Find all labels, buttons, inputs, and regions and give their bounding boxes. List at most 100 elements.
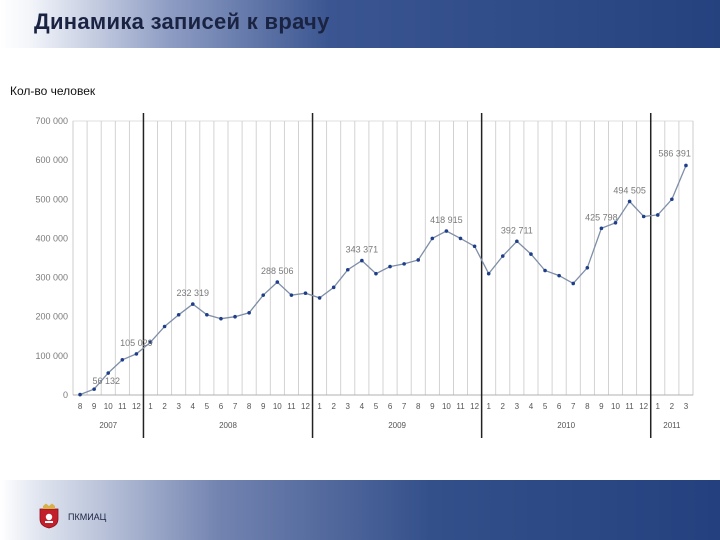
y-tick-label: 500 000 <box>35 194 68 204</box>
x-tick-label: 10 <box>442 402 451 411</box>
x-tick-label: 12 <box>470 402 479 411</box>
data-label: 494 505 <box>613 185 646 195</box>
header-banner: Динамика записей к врачу <box>0 0 720 48</box>
data-point <box>670 197 674 202</box>
data-point <box>388 264 392 269</box>
data-point <box>317 296 322 300</box>
data-label: 288 506 <box>261 266 294 276</box>
x-tick-label: 7 <box>233 402 238 411</box>
x-tick-label: 10 <box>273 402 282 411</box>
x-tick-label: 2 <box>331 402 336 411</box>
x-tick-label: 8 <box>247 402 252 411</box>
x-tick-label: 9 <box>599 402 604 411</box>
data-point <box>78 392 82 397</box>
x-tick-label: 8 <box>585 402 590 411</box>
footer-banner <box>0 480 720 540</box>
data-point <box>247 311 251 315</box>
x-tick-label: 3 <box>346 402 351 411</box>
data-point <box>374 271 378 276</box>
x-tick-label: 8 <box>78 402 83 411</box>
data-point <box>275 280 280 284</box>
x-tick-label: 10 <box>611 402 620 411</box>
data-point <box>585 265 590 270</box>
data-point <box>289 293 294 297</box>
data-point <box>472 244 477 249</box>
x-tick-label: 1 <box>656 402 661 411</box>
data-label: 392 711 <box>501 225 533 235</box>
data-point <box>162 324 167 329</box>
y-tick-label: 600 000 <box>35 155 68 165</box>
x-tick-label: 12 <box>132 402 141 411</box>
data-point <box>684 163 688 168</box>
x-tick-label: 11 <box>287 402 296 411</box>
x-tick-label: 5 <box>374 402 379 411</box>
x-tick-label: 3 <box>176 402 181 411</box>
x-tick-label: 6 <box>219 402 224 411</box>
data-point <box>486 271 491 276</box>
y-axis-label: Кол-во человек <box>10 84 96 98</box>
data-point <box>303 291 308 296</box>
data-point <box>360 258 364 263</box>
year-label: 2010 <box>557 421 575 430</box>
data-point <box>430 236 435 241</box>
data-point <box>148 340 153 344</box>
y-tick-label: 200 000 <box>35 312 68 322</box>
x-tick-label: 2 <box>501 402 506 411</box>
x-tick-label: 5 <box>543 402 548 411</box>
x-tick-label: 7 <box>402 402 407 411</box>
data-point <box>641 214 646 219</box>
data-point <box>515 239 519 244</box>
data-point <box>543 268 547 273</box>
x-tick-label: 11 <box>118 402 127 411</box>
data-point <box>261 293 266 297</box>
year-label: 2007 <box>99 421 117 430</box>
x-tick-label: 1 <box>148 402 153 411</box>
y-tick-label: 700 000 <box>35 116 68 126</box>
data-point <box>345 267 350 272</box>
x-tick-label: 9 <box>92 402 97 411</box>
year-label: 2011 <box>663 421 681 430</box>
x-tick-label: 1 <box>486 402 491 411</box>
data-point <box>599 226 604 231</box>
x-tick-label: 3 <box>515 402 520 411</box>
data-point <box>557 273 561 278</box>
x-tick-label: 1 <box>317 402 322 411</box>
x-tick-label: 10 <box>104 402 113 411</box>
year-label: 2008 <box>219 421 237 430</box>
y-tick-label: 400 000 <box>35 233 68 243</box>
data-point <box>529 252 533 256</box>
y-tick-label: 100 000 <box>35 351 68 361</box>
x-tick-label: 3 <box>684 402 689 411</box>
data-label: 232 319 <box>176 288 209 298</box>
x-tick-label: 11 <box>625 402 634 411</box>
data-point <box>176 312 181 317</box>
data-label: 56 132 <box>92 376 120 386</box>
year-label: 2009 <box>388 421 406 430</box>
data-label: 586 391 <box>658 148 691 158</box>
data-point <box>402 262 406 266</box>
data-point <box>190 302 195 306</box>
x-tick-label: 6 <box>557 402 562 411</box>
x-tick-label: 4 <box>360 402 365 411</box>
page-title: Динамика записей к врачу <box>34 9 330 34</box>
line-chart: 0 100 000 200 000 300 000 400 000 500 000 600 … <box>35 113 694 438</box>
data-label: 418 915 <box>430 215 463 225</box>
x-tick-label: 8 <box>416 402 421 411</box>
x-tick-label: 4 <box>191 402 196 411</box>
x-tick-label: 11 <box>456 402 465 411</box>
data-point <box>416 258 421 262</box>
data-point <box>205 312 209 317</box>
data-point <box>331 285 336 290</box>
x-tick-label: 7 <box>571 402 576 411</box>
data-point <box>106 371 111 375</box>
series-line <box>79 165 687 396</box>
y-tick-label: 0 <box>63 390 68 400</box>
data-point <box>655 213 660 217</box>
x-tick-label: 4 <box>529 402 534 411</box>
data-point <box>571 281 576 286</box>
data-label: 105 029 <box>120 338 153 348</box>
organization-name: ПКМИАЦ <box>68 512 107 522</box>
x-tick-label: 9 <box>430 402 435 411</box>
data-point <box>500 254 505 258</box>
data-point <box>233 314 237 319</box>
